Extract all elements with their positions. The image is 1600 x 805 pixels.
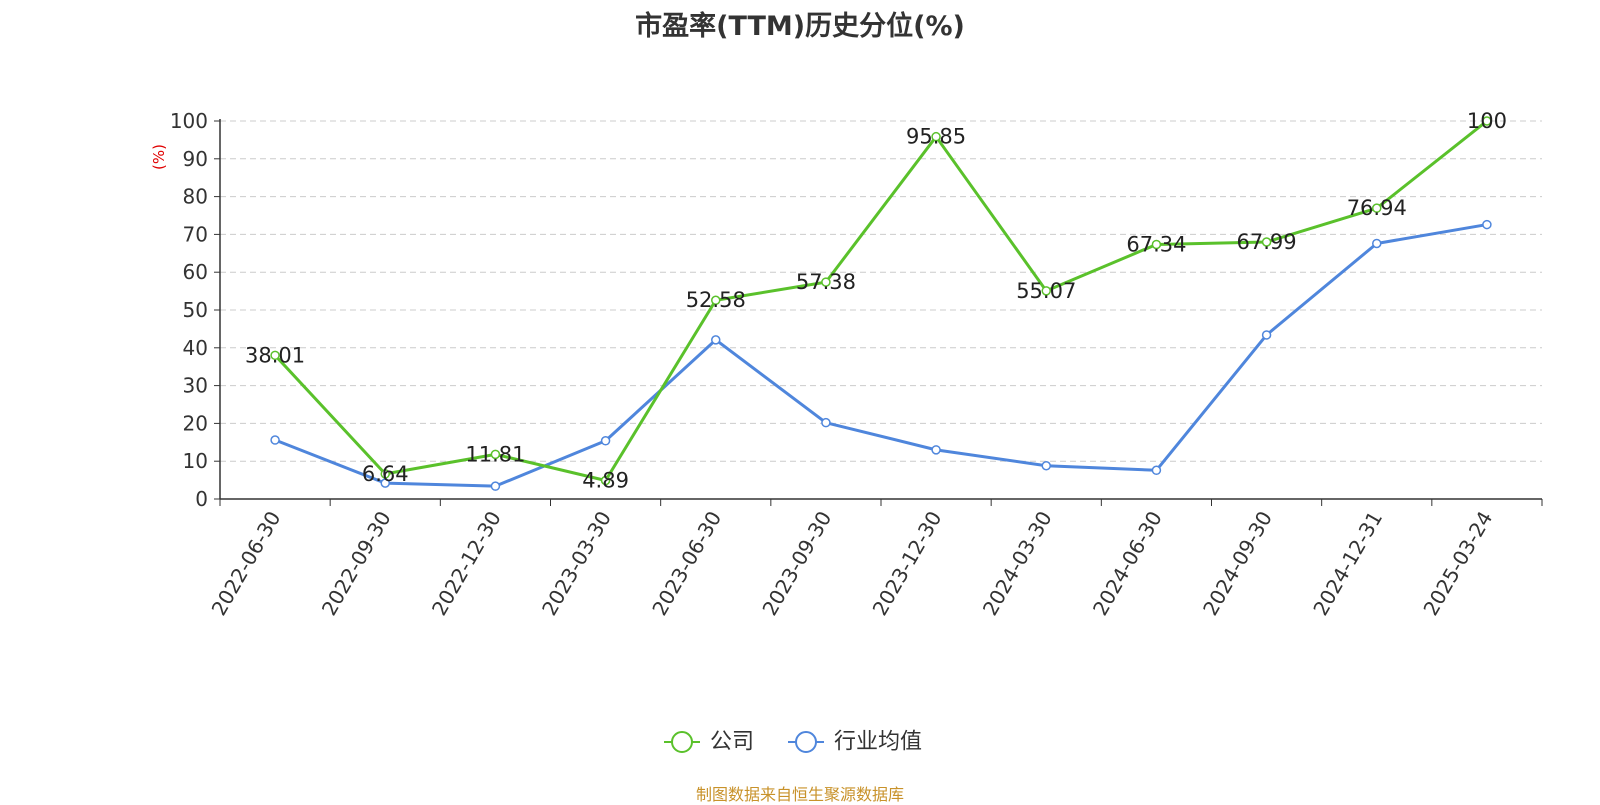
series-line — [274, 223, 1488, 488]
y-tick-label: 20 — [183, 411, 208, 435]
data-point[interactable] — [821, 417, 831, 428]
y-tick-label: 0 — [195, 487, 208, 511]
y-tick-label: 80 — [183, 185, 208, 209]
legend-marker-icon[interactable] — [671, 731, 693, 753]
data-point[interactable] — [270, 435, 280, 445]
data-point[interactable] — [490, 481, 501, 491]
x-tick-label: 2024-03-30 — [978, 507, 1057, 620]
legend-label[interactable]: 公司 — [710, 730, 754, 755]
x-tick-label: 2024-12-31 — [1308, 507, 1387, 620]
data-labels: 38.01 6.64 11.81 4.89 52.58 57.38 95.85 55.07 67… — [245, 109, 1507, 493]
data-point[interactable] — [931, 131, 941, 142]
legend-marker-icon[interactable] — [795, 731, 817, 753]
data-label: 67.34 — [1126, 232, 1186, 256]
data-point[interactable] — [380, 469, 390, 479]
x-tick-label: 2023-03-30 — [537, 507, 616, 620]
x-tick-label: 2022-12-30 — [427, 507, 506, 620]
y-tick-label: 50 — [183, 298, 208, 322]
legend-label[interactable]: 行业均值 — [834, 730, 922, 755]
data-label: 95.85 — [906, 125, 966, 149]
x-tick-label: 2024-09-30 — [1198, 507, 1277, 620]
x-tick-label: 2022-06-30 — [207, 507, 286, 620]
data-point[interactable] — [270, 350, 280, 361]
data-point[interactable] — [1041, 460, 1051, 471]
data-point[interactable] — [1482, 116, 1492, 126]
x-tick-label: 2023-06-30 — [647, 507, 726, 620]
y-tick-label: 70 — [183, 222, 208, 246]
data-label: 67.99 — [1237, 230, 1297, 254]
data-label: 6.64 — [362, 462, 409, 486]
series — [270, 116, 1492, 491]
y-tick-label: 30 — [183, 374, 208, 398]
data-point[interactable] — [1151, 239, 1162, 250]
chart-title: 市盈率(TTM)历史分位(%) — [635, 11, 965, 42]
data-point[interactable] — [380, 478, 390, 488]
data-point[interactable] — [711, 335, 721, 345]
data-label: 4.89 — [582, 469, 629, 493]
data-label: 55.07 — [1016, 279, 1076, 303]
data-point[interactable] — [1372, 238, 1382, 249]
y-tick-label: 10 — [183, 449, 208, 473]
source-note: 制图数据来自恒生聚源数据库 — [695, 785, 904, 804]
data-point[interactable] — [821, 277, 831, 287]
data-label: 11.81 — [465, 442, 525, 466]
y-tick-label: 40 — [183, 336, 208, 360]
data-point[interactable] — [1482, 219, 1492, 230]
data-label: 57.38 — [796, 270, 856, 294]
x-tick-label: 2022-09-30 — [317, 507, 396, 620]
x-tick-label: 2025-03-24 — [1418, 507, 1497, 620]
data-label: 76.94 — [1347, 196, 1407, 220]
data-point[interactable] — [600, 436, 611, 446]
data-point[interactable] — [931, 445, 941, 455]
x-tick-label: 2023-12-30 — [868, 507, 947, 620]
data-point[interactable] — [1372, 203, 1382, 213]
y-tick-label: 90 — [183, 147, 208, 171]
y-tick-label: 100 — [170, 109, 208, 133]
data-point[interactable] — [1261, 330, 1272, 340]
data-point[interactable] — [1041, 286, 1051, 296]
legend[interactable]: 公司 行业均值 — [664, 730, 922, 755]
y-tick-label: 60 — [183, 260, 208, 284]
data-point[interactable] — [1261, 237, 1272, 247]
data-point[interactable] — [490, 449, 501, 460]
data-label: 38.01 — [245, 343, 305, 367]
y-axis-title: (%) — [150, 144, 168, 170]
axes: 0 10 20 30 40 50 60 70 80 90 100 2022-06-30 2022-09-… — [170, 109, 1543, 620]
data-label: 100 — [1467, 109, 1507, 133]
series-line — [273, 119, 1488, 483]
x-tick-label: 2024-06-30 — [1088, 507, 1167, 620]
data-point[interactable] — [600, 475, 611, 486]
data-point[interactable] — [1151, 465, 1162, 476]
x-tick-label: 2023-09-30 — [757, 507, 836, 620]
data-label: 52.58 — [686, 288, 746, 312]
grid-lines — [220, 120, 1542, 462]
data-point[interactable] — [711, 295, 721, 305]
